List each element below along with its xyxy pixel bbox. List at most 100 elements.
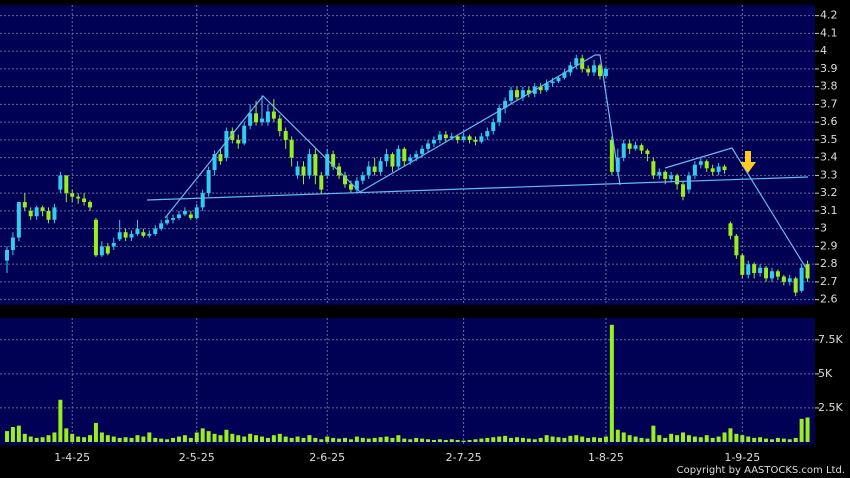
volume-bar	[621, 432, 626, 442]
candle-body	[76, 196, 81, 199]
candle-body	[99, 246, 104, 256]
candle-body	[740, 255, 745, 275]
volume-bar	[467, 439, 472, 442]
candle-body	[615, 157, 620, 172]
candle-body	[722, 166, 727, 171]
candle-body	[420, 148, 425, 155]
volume-bar	[16, 425, 21, 442]
candle-body	[467, 136, 472, 140]
y-tick-label: 2.5K	[818, 401, 843, 414]
volume-bar	[645, 438, 650, 442]
volume-bar	[544, 435, 549, 442]
volume-bar	[781, 438, 786, 442]
candle-body	[295, 166, 300, 176]
candle-body	[70, 193, 75, 197]
candle-body	[752, 264, 757, 274]
copyright: Copyright by AASTOCKS.com Ltd.	[677, 465, 845, 476]
zigzag	[164, 54, 621, 219]
candle-body	[88, 202, 93, 208]
candle-body	[200, 193, 205, 208]
candle-body	[34, 207, 39, 217]
candle-body	[479, 136, 484, 142]
volume-bar	[117, 437, 122, 442]
volume-bar	[686, 435, 691, 442]
y-tick-label: 4.1	[820, 26, 838, 39]
candle-body	[734, 235, 739, 256]
y-tick-label: 2.9	[820, 239, 838, 252]
volume-bar	[384, 436, 389, 442]
y-tick-label: 4.2	[820, 9, 838, 22]
volume-bar	[343, 437, 348, 442]
volume-bar	[28, 436, 33, 442]
volume-bar	[242, 436, 247, 442]
volume-bar	[449, 439, 454, 442]
volume-bar	[271, 435, 276, 442]
volume-bar	[283, 436, 288, 442]
candle-body	[645, 150, 650, 155]
volume-bar	[295, 436, 300, 442]
candle-body	[313, 154, 318, 176]
volume-bar	[509, 437, 514, 442]
volume-bar	[165, 439, 170, 442]
volume-bar	[58, 399, 63, 442]
candle-body	[675, 175, 680, 185]
volume-bar	[331, 437, 336, 442]
candle-body	[360, 175, 365, 181]
volume-bar	[681, 432, 686, 442]
x-tick-label: 2-5-25	[179, 451, 215, 464]
volume-bar	[769, 439, 774, 442]
candle-body	[165, 219, 170, 224]
candle-body	[58, 175, 63, 190]
volume-bar	[248, 433, 253, 442]
candle-body	[28, 210, 33, 217]
volume-bar	[503, 435, 508, 442]
candle-body	[556, 77, 561, 82]
candle-body	[265, 111, 270, 123]
candle-body	[218, 154, 223, 162]
candle-body	[230, 131, 235, 140]
volume-bar	[337, 438, 342, 442]
volume-bar	[793, 437, 798, 442]
volume-bar	[538, 437, 543, 442]
candle-body	[129, 233, 134, 238]
y-tick-label: 3.4	[820, 151, 838, 164]
volume-bar	[598, 437, 602, 442]
candle-body	[159, 223, 164, 229]
volume-bar	[716, 436, 721, 442]
candle-body	[378, 161, 383, 172]
candle-body	[669, 175, 674, 179]
volume-bar	[176, 436, 181, 442]
volume-bar	[669, 433, 674, 442]
y-tick-label: 3.2	[820, 186, 838, 199]
volume-bar	[455, 439, 460, 442]
candle-body	[22, 202, 27, 208]
volume-bar	[514, 437, 519, 442]
volume-bar	[99, 432, 104, 442]
candle-body	[586, 68, 591, 73]
volume-bar	[76, 436, 81, 442]
candle-body	[550, 81, 555, 84]
volume-bar	[550, 436, 555, 442]
candle-body	[764, 267, 769, 279]
candle-body	[319, 175, 324, 190]
volume-bar	[586, 437, 591, 442]
y-tick-label: 5K	[818, 367, 833, 380]
volume-bar	[40, 437, 45, 442]
volume-bar	[82, 437, 87, 442]
volume-bar	[580, 436, 585, 442]
candle-body	[117, 232, 122, 240]
y-tick-label: 3.1	[820, 204, 838, 217]
candle-body	[692, 164, 697, 176]
volume-bar	[319, 439, 324, 442]
candle-body	[206, 170, 211, 194]
volume-bar	[390, 437, 395, 442]
candle-body	[147, 233, 152, 236]
candle-body	[40, 207, 45, 211]
volume-bar	[562, 437, 567, 442]
volume-bar	[532, 439, 537, 442]
volume-bar	[592, 437, 597, 442]
volume-bar	[88, 435, 93, 442]
volume-bar	[420, 438, 425, 442]
volume-bar	[313, 437, 318, 442]
volume-bar	[200, 428, 205, 442]
